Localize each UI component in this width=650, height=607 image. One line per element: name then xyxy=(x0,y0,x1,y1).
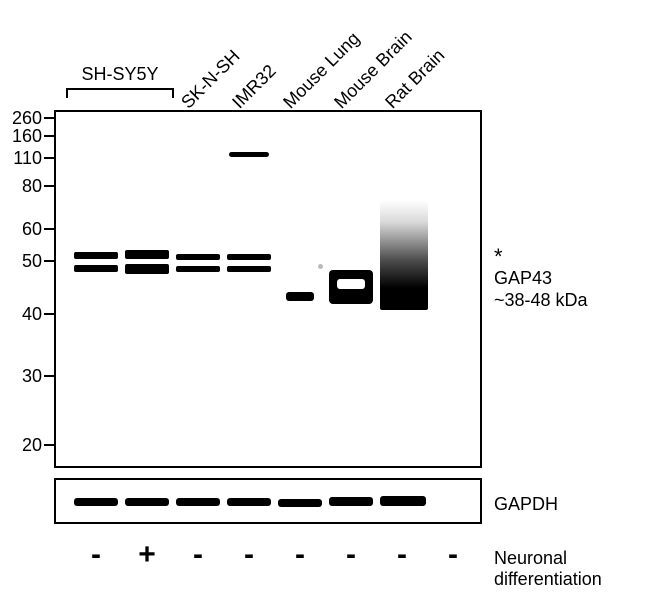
target-mw-label: ~38-48 kDa xyxy=(494,290,588,311)
mw-50: 50 xyxy=(0,251,42,272)
gapdh-lane7 xyxy=(380,496,426,506)
diff-lane6: - xyxy=(329,540,373,570)
mw-tick xyxy=(44,313,54,315)
diff-lane4: - xyxy=(227,540,271,570)
asterisk-note: * xyxy=(494,244,503,270)
band-lane3-gap43 xyxy=(176,254,220,272)
mw-40: 40 xyxy=(0,304,42,325)
mw-tick xyxy=(44,185,54,187)
band-lane1-gap43 xyxy=(74,252,118,272)
diff-lane5: - xyxy=(278,540,322,570)
western-blot-figure: SH-SY5Y SK-N-SH IMR32 Mouse Lung Mouse B… xyxy=(0,0,650,607)
mw-110: 110 xyxy=(0,148,42,169)
band-lane7-gap43-smear xyxy=(380,200,428,310)
band-lane4-nonspecific xyxy=(229,152,269,157)
mw-20: 20 xyxy=(0,435,42,456)
gapdh-lane1 xyxy=(74,498,118,506)
diff-lane8: - xyxy=(431,540,475,570)
band-lane5-gap43 xyxy=(286,292,314,301)
mw-80: 80 xyxy=(0,176,42,197)
mw-tick xyxy=(44,228,54,230)
mw-tick xyxy=(44,444,54,446)
lane-group-bracket xyxy=(66,88,174,98)
mw-tick xyxy=(44,260,54,262)
band-lane6-gap43 xyxy=(329,270,373,304)
gapdh-lane6 xyxy=(329,497,373,506)
gapdh-lane2 xyxy=(125,498,169,506)
diff-lane2: + xyxy=(125,540,169,570)
band-lane4-gap43 xyxy=(227,254,271,272)
gapdh-lane5 xyxy=(278,499,322,507)
mw-tick xyxy=(44,375,54,377)
gapdh-lane4 xyxy=(227,498,271,506)
diff-lane3: - xyxy=(176,540,220,570)
band-lane5-dot xyxy=(318,264,323,269)
target-label: GAP43 xyxy=(494,268,552,289)
mw-tick xyxy=(44,157,54,159)
mw-tick xyxy=(44,135,54,137)
loading-label: GAPDH xyxy=(494,494,558,515)
mw-tick xyxy=(44,117,54,119)
gapdh-lane3 xyxy=(176,498,220,506)
diff-lane7: - xyxy=(380,540,424,570)
mw-160: 160 xyxy=(0,126,42,147)
mw-30: 30 xyxy=(0,366,42,387)
band-lane2-gap43 xyxy=(125,250,169,274)
diff-lane1: - xyxy=(74,540,118,570)
differentiation-row-label: Neuronal differentiation xyxy=(494,548,650,590)
lane-group-label: SH-SY5Y xyxy=(60,64,180,85)
mw-60: 60 xyxy=(0,219,42,240)
